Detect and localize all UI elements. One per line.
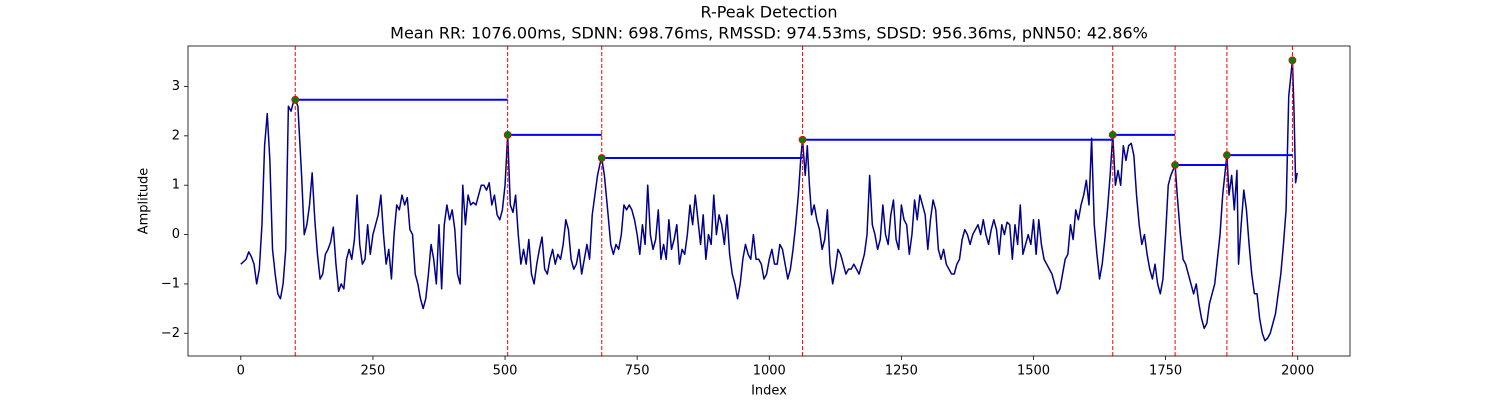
y-axis-label: Amplitude — [137, 168, 152, 235]
x-axis-label: Index — [751, 384, 787, 399]
r-peak — [1222, 151, 1231, 159]
y-tick-label: 1 — [172, 178, 180, 193]
x-tick-label: 1000 — [753, 364, 786, 379]
signal-line — [240, 59, 1298, 342]
r-peak — [1171, 161, 1180, 169]
plot-frame — [187, 45, 1351, 357]
y-tick-label: 2 — [172, 128, 180, 143]
r-peak — [503, 130, 512, 139]
chart-subtitle: Mean RR: 1076.00ms, SDNN: 698.76ms, RMSS… — [390, 24, 1148, 43]
y-tick-label: −1 — [161, 276, 180, 291]
x-tick-label: 1250 — [885, 364, 918, 379]
r-peak — [1288, 56, 1297, 65]
x-tick-label: 1500 — [1017, 364, 1050, 379]
r-peak — [291, 95, 300, 104]
x-tick-label: 500 — [493, 364, 518, 379]
x-tick-label: 0 — [237, 364, 245, 379]
x-tick-label: 250 — [361, 364, 386, 379]
x-tick-label: 1750 — [1149, 364, 1182, 379]
y-tick-label: 0 — [172, 227, 180, 242]
y-tick-label: 3 — [172, 79, 180, 94]
x-tick-label: 2000 — [1281, 364, 1314, 379]
r-peak — [597, 154, 606, 162]
r-peak — [798, 135, 807, 144]
chart-title: R-Peak Detection — [700, 3, 837, 22]
x-tick-label: 750 — [625, 364, 650, 379]
y-tick-label: −2 — [161, 326, 180, 341]
r-peak — [1108, 130, 1117, 139]
